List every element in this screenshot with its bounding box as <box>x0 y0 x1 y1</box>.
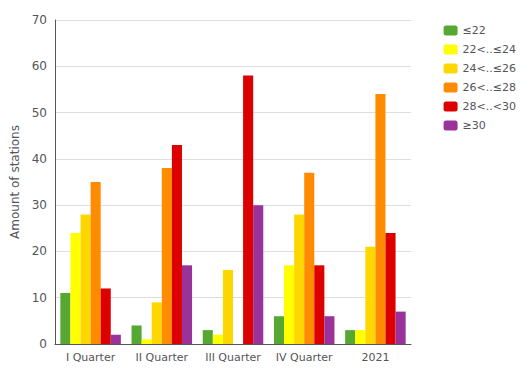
svg-text:40: 40 <box>32 152 47 166</box>
svg-text:30: 30 <box>32 198 47 212</box>
svg-text:I Quarter: I Quarter <box>66 351 116 364</box>
svg-text:≤22: ≤22 <box>463 24 486 37</box>
svg-text:24<..≤26: 24<..≤26 <box>463 62 516 75</box>
svg-text:Amount of stations: Amount of stations <box>8 125 22 239</box>
svg-text:IV Quarter: IV Quarter <box>276 351 333 364</box>
svg-text:≥30: ≥30 <box>463 119 486 132</box>
svg-text:60: 60 <box>32 59 47 73</box>
svg-text:2021: 2021 <box>361 351 389 364</box>
svg-text:10: 10 <box>32 291 47 305</box>
svg-text:28<..<30: 28<..<30 <box>463 100 516 113</box>
svg-text:26<..≤28: 26<..≤28 <box>463 81 516 94</box>
svg-text:II Quarter: II Quarter <box>136 351 189 364</box>
svg-text:22<..≤24: 22<..≤24 <box>463 43 516 56</box>
svg-text:III Quarter: III Quarter <box>205 351 261 364</box>
svg-text:0: 0 <box>39 337 47 351</box>
svg-text:20: 20 <box>32 244 47 258</box>
svg-text:50: 50 <box>32 106 47 120</box>
svg-text:70: 70 <box>32 13 47 27</box>
